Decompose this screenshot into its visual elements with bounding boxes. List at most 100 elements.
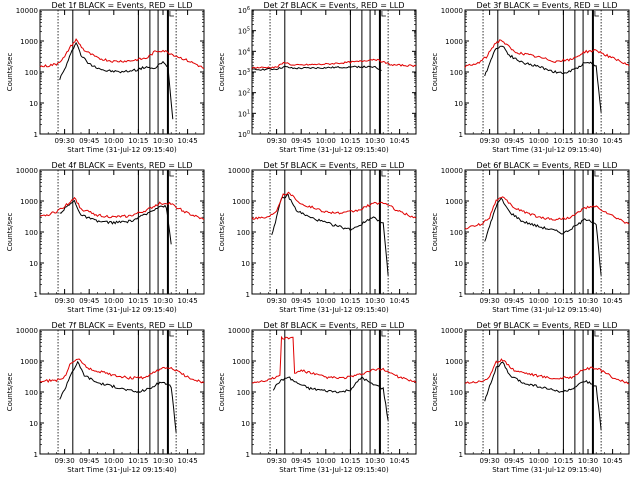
y-tick-label: 1 — [459, 131, 463, 139]
x-tick-label: 10:30 — [578, 137, 598, 145]
x-tick-label: 09:30 — [55, 137, 75, 145]
panel-det-5: Det 5f BLACK = Events, RED = LLD 1 10 100 10… — [218, 161, 417, 314]
y-tick-label: 100 — [237, 389, 250, 397]
panel-det-1: Det 1f BLACK = Events, RED = LLD 1 10 100 10… — [6, 1, 205, 154]
y-axis-label: Counts/sec — [218, 373, 226, 412]
marker-bracket — [169, 171, 174, 177]
panel-det-4: Det 4f BLACK = Events, RED = LLD 1 10 100 10… — [6, 161, 205, 314]
x-tick-label: 10:30 — [153, 137, 173, 145]
x-tick-label: 10:30 — [153, 457, 173, 465]
x-tick-label: 09:45 — [504, 297, 524, 305]
x-tick-label: 10:00 — [104, 297, 124, 305]
series-events-line — [59, 41, 174, 120]
y-axis-label: Counts/sec — [431, 53, 439, 92]
x-tick-label: 09:45 — [79, 297, 99, 305]
x-axis-label: Start Time (31-Jul-12 09:15:40) — [492, 146, 602, 154]
series-lld-line — [39, 358, 205, 384]
series-lld-line — [464, 39, 630, 68]
y-tick-label: 1000 — [20, 38, 38, 46]
x-tick-label: 10:30 — [578, 297, 598, 305]
x-tick-label: 10:45 — [178, 297, 198, 305]
y-tick-label: 100 — [450, 69, 463, 77]
x-tick-label: 10:45 — [178, 457, 198, 465]
y-tick-label: 1000 — [232, 358, 250, 366]
y-tick-label: 102 — [238, 89, 250, 98]
x-tick-label: 10:00 — [529, 457, 549, 465]
x-tick-label: 09:30 — [480, 137, 500, 145]
y-tick-label: 1 — [246, 291, 250, 299]
panel-det-8: Det 8f BLACK = Events, RED = LLD 1 10 100 10… — [218, 321, 417, 474]
series-events-line — [251, 65, 382, 71]
panel-title: Det 2f BLACK = Events, RED = LLD — [263, 1, 404, 10]
x-tick-label: 10:00 — [316, 137, 336, 145]
marker-bracket — [594, 171, 599, 177]
y-tick-label: 10000 — [441, 167, 463, 175]
x-axis-label: Start Time (31-Jul-12 09:15:40) — [492, 466, 602, 474]
series-events-line — [272, 376, 389, 421]
x-tick-label: 10:00 — [316, 297, 336, 305]
y-tick-label: 10 — [454, 100, 463, 108]
y-tick-label: 1 — [34, 451, 38, 459]
panel-title: Det 4f BLACK = Events, RED = LLD — [51, 161, 192, 170]
panel-title: Det 6f BLACK = Events, RED = LLD — [476, 161, 617, 170]
x-tick-label: 10:45 — [603, 457, 623, 465]
y-tick-label: 104 — [238, 47, 250, 56]
x-axis-label: Start Time (31-Jul-12 09:15:40) — [67, 466, 177, 474]
x-tick-label: 10:45 — [603, 137, 623, 145]
x-tick-label: 10:15 — [128, 137, 148, 145]
y-tick-label: 100 — [237, 229, 250, 237]
x-tick-label: 09:45 — [79, 457, 99, 465]
y-tick-label: 10000 — [441, 327, 463, 335]
y-axis-label: Counts/sec — [431, 213, 439, 252]
x-tick-label: 10:30 — [578, 457, 598, 465]
panel-det-9: Det 9f BLACK = Events, RED = LLD 1 10 100 10… — [431, 321, 630, 474]
series-lld-line — [39, 38, 205, 69]
x-tick-label: 10:15 — [128, 297, 148, 305]
marker-bracket — [169, 331, 174, 337]
x-tick-label: 09:30 — [55, 457, 75, 465]
series-events-line — [271, 193, 389, 276]
y-axis-label: Counts/sec — [431, 373, 439, 412]
y-axis-label: Counts/sec — [218, 213, 226, 252]
y-tick-label: 10000 — [16, 327, 38, 335]
marker-bracket — [381, 331, 386, 337]
series-events-line — [484, 45, 602, 113]
y-tick-label: 10000 — [16, 7, 38, 15]
x-tick-label: 10:00 — [104, 137, 124, 145]
y-tick-label: 1 — [459, 291, 463, 299]
x-tick-label: 09:45 — [291, 297, 311, 305]
x-tick-label: 09:30 — [55, 297, 75, 305]
x-tick-label: 10:00 — [104, 457, 124, 465]
x-tick-label: 09:45 — [504, 137, 524, 145]
marker-bracket — [169, 11, 174, 17]
y-tick-label: 1 — [34, 291, 38, 299]
y-tick-label: 10 — [29, 420, 38, 428]
panel-det-3: Det 3f BLACK = Events, RED = LLD 1 10 100 10… — [431, 1, 630, 154]
y-tick-label: 1000 — [232, 198, 250, 206]
x-tick-label: 09:30 — [267, 137, 287, 145]
x-tick-label: 09:30 — [480, 297, 500, 305]
panel-title: Det 8f BLACK = Events, RED = LLD — [263, 321, 404, 330]
panel-title: Det 1f BLACK = Events, RED = LLD — [51, 1, 192, 10]
panel-det-2: Det 2f BLACK = Events, RED = LLD 100 101 10… — [218, 1, 417, 154]
x-axis-label: Start Time (31-Jul-12 09:15:40) — [279, 466, 389, 474]
y-tick-label: 100 — [238, 130, 250, 139]
y-tick-label: 100 — [25, 389, 38, 397]
x-axis-label: Start Time (31-Jul-12 09:15:40) — [492, 306, 602, 314]
x-tick-label: 10:15 — [553, 457, 573, 465]
x-tick-label: 10:45 — [390, 457, 410, 465]
y-tick-label: 100 — [25, 229, 38, 237]
y-tick-label: 100 — [450, 229, 463, 237]
y-tick-label: 100 — [25, 69, 38, 77]
x-tick-label: 09:45 — [291, 137, 311, 145]
y-axis-label: Counts/sec — [6, 213, 14, 252]
x-tick-label: 10:00 — [529, 297, 549, 305]
x-tick-label: 10:15 — [340, 137, 360, 145]
y-tick-label: 10000 — [16, 167, 38, 175]
series-events-line — [59, 360, 177, 433]
y-axis-label: Counts/sec — [218, 53, 226, 92]
panel-title: Det 7f BLACK = Events, RED = LLD — [51, 321, 192, 330]
y-tick-label: 100 — [450, 389, 463, 397]
